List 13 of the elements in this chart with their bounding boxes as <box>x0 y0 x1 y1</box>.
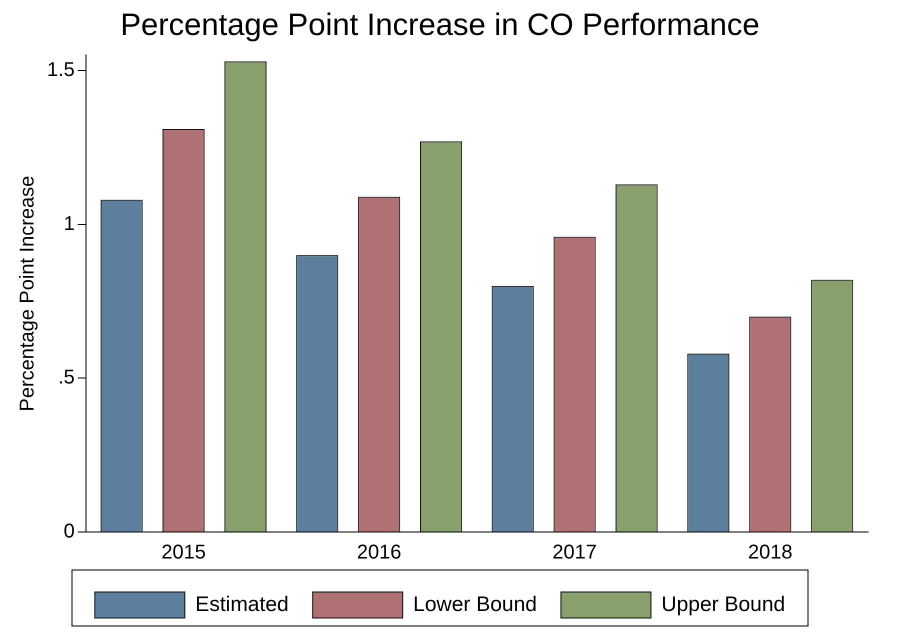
legend-label: Lower Bound <box>413 592 537 616</box>
legend-label: Upper Bound <box>661 592 786 616</box>
y-axis-title: Percentage Point Increase <box>16 176 39 412</box>
x-tick-label: 2018 <box>748 542 792 564</box>
y-tick-label: 1 <box>64 212 75 235</box>
chart-title: Percentage Point Increase in CO Performance <box>120 7 760 42</box>
x-tick-label: 2017 <box>552 542 597 564</box>
y-tick-label: 1.5 <box>46 59 75 82</box>
legend-label: Estimated <box>195 592 289 616</box>
y-tick-label: .5 <box>58 366 75 389</box>
y-tick-label: 0 <box>64 520 75 543</box>
x-tick-label: 2016 <box>356 542 402 564</box>
x-tick-label: 2015 <box>161 542 206 564</box>
